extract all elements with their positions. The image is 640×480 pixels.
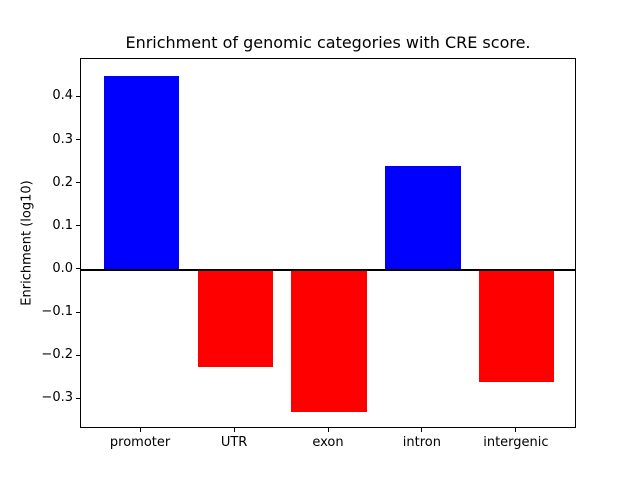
y-tick-mark [76,182,80,184]
y-tick-label: −0.1 [41,304,73,319]
bar-exon [291,269,367,413]
bar-UTR [197,269,273,367]
x-tick-mark [139,428,141,432]
y-tick-mark [76,225,80,227]
y-tick-mark [76,95,80,97]
x-tick-mark [421,428,423,432]
y-tick-mark [76,354,80,356]
chart-title: Enrichment of genomic categories with CR… [125,33,531,52]
y-tick-label: 0.3 [52,131,73,147]
x-tick-mark [327,428,329,432]
y-tick-label: 0.4 [52,88,73,104]
y-axis-label: Enrichment (log10) [19,180,35,306]
x-tick-mark [515,428,517,432]
x-tick-label-exon: exon [312,435,344,450]
x-tick-label-UTR: UTR [220,435,248,450]
x-tick-mark [233,428,235,432]
y-tick-label: 0.2 [52,174,73,190]
y-tick-mark [76,397,80,399]
x-tick-label-intergenic: intergenic [483,435,549,450]
y-tick-mark [76,311,80,313]
zero-line [81,269,575,271]
y-tick-mark [76,139,80,140]
y-tick-mark [76,268,80,270]
x-tick-label-intron: intron [402,435,441,450]
bar-promoter [103,75,179,270]
bar-intron [385,166,461,270]
y-tick-label: −0.2 [41,347,73,363]
bar-intergenic [479,269,555,382]
y-tick-label: 0.1 [52,217,73,233]
y-tick-label: −0.3 [41,390,73,406]
plot-area [80,58,576,428]
x-tick-label-promoter: promoter [109,435,171,450]
y-tick-label: 0.0 [52,260,73,276]
